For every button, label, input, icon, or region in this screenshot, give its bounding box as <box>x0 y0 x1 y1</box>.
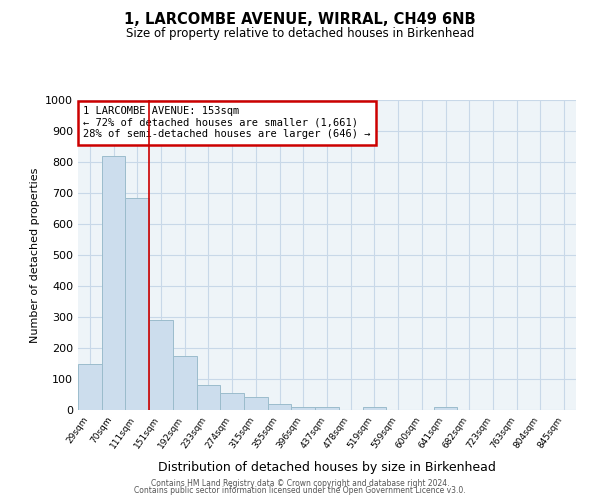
Bar <box>149 320 173 410</box>
Bar <box>220 393 244 410</box>
Bar <box>434 407 457 410</box>
Y-axis label: Number of detached properties: Number of detached properties <box>29 168 40 342</box>
Text: Contains HM Land Registry data © Crown copyright and database right 2024.: Contains HM Land Registry data © Crown c… <box>151 478 449 488</box>
Text: 1 LARCOMBE AVENUE: 153sqm
← 72% of detached houses are smaller (1,661)
28% of se: 1 LARCOMBE AVENUE: 153sqm ← 72% of detac… <box>83 106 370 140</box>
Text: Size of property relative to detached houses in Birkenhead: Size of property relative to detached ho… <box>126 28 474 40</box>
Bar <box>244 397 268 410</box>
Bar <box>197 385 220 410</box>
Text: Contains public sector information licensed under the Open Government Licence v3: Contains public sector information licen… <box>134 486 466 495</box>
Bar <box>173 356 197 410</box>
Bar <box>315 407 339 410</box>
Bar <box>362 407 386 410</box>
X-axis label: Distribution of detached houses by size in Birkenhead: Distribution of detached houses by size … <box>158 461 496 474</box>
Bar <box>78 364 102 410</box>
Bar <box>102 156 125 410</box>
Text: 1, LARCOMBE AVENUE, WIRRAL, CH49 6NB: 1, LARCOMBE AVENUE, WIRRAL, CH49 6NB <box>124 12 476 28</box>
Bar <box>268 404 292 410</box>
Bar <box>125 198 149 410</box>
Bar <box>292 407 315 410</box>
